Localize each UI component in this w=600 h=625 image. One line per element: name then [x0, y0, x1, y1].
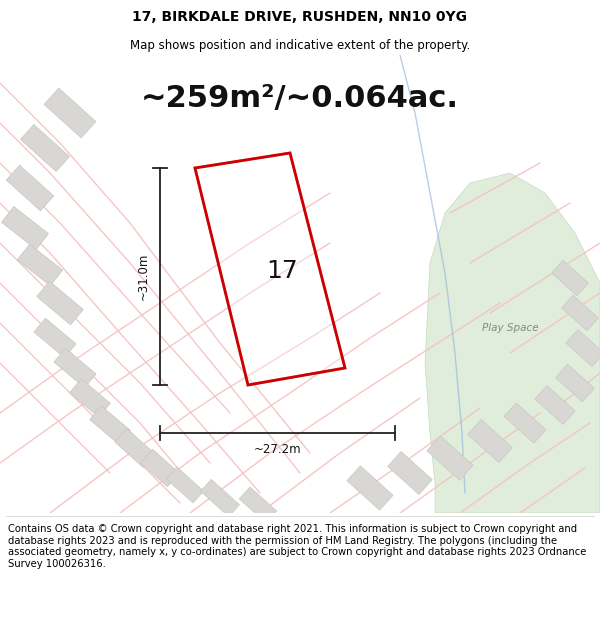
Polygon shape [89, 406, 130, 444]
Polygon shape [17, 244, 63, 286]
Polygon shape [556, 364, 595, 402]
Polygon shape [6, 165, 54, 211]
Polygon shape [427, 436, 473, 480]
Polygon shape [468, 419, 512, 462]
Polygon shape [425, 173, 600, 513]
Polygon shape [562, 295, 598, 331]
Polygon shape [347, 466, 393, 510]
Text: ~259m²/~0.064ac.: ~259m²/~0.064ac. [141, 84, 459, 112]
Text: Contains OS data © Crown copyright and database right 2021. This information is : Contains OS data © Crown copyright and d… [8, 524, 586, 569]
Polygon shape [166, 467, 204, 503]
Text: ~31.0m: ~31.0m [137, 253, 150, 300]
Polygon shape [54, 348, 96, 388]
Text: Map shows position and indicative extent of the property.: Map shows position and indicative extent… [130, 39, 470, 51]
Text: 17: 17 [266, 259, 298, 283]
Polygon shape [70, 379, 110, 417]
Polygon shape [20, 124, 70, 171]
Polygon shape [566, 329, 600, 366]
Polygon shape [37, 281, 83, 325]
Polygon shape [2, 207, 49, 249]
Polygon shape [504, 403, 546, 443]
Polygon shape [535, 386, 575, 424]
Text: ~27.2m: ~27.2m [254, 443, 301, 456]
Text: 17, BIRKDALE DRIVE, RUSHDEN, NN10 0YG: 17, BIRKDALE DRIVE, RUSHDEN, NN10 0YG [133, 10, 467, 24]
Polygon shape [34, 318, 76, 357]
Polygon shape [44, 88, 96, 138]
Polygon shape [195, 153, 345, 385]
Text: Play Space: Play Space [482, 323, 538, 333]
Polygon shape [200, 479, 239, 517]
Polygon shape [115, 429, 155, 468]
Polygon shape [140, 449, 179, 487]
Polygon shape [239, 487, 277, 523]
Polygon shape [388, 451, 432, 494]
Polygon shape [551, 260, 589, 296]
